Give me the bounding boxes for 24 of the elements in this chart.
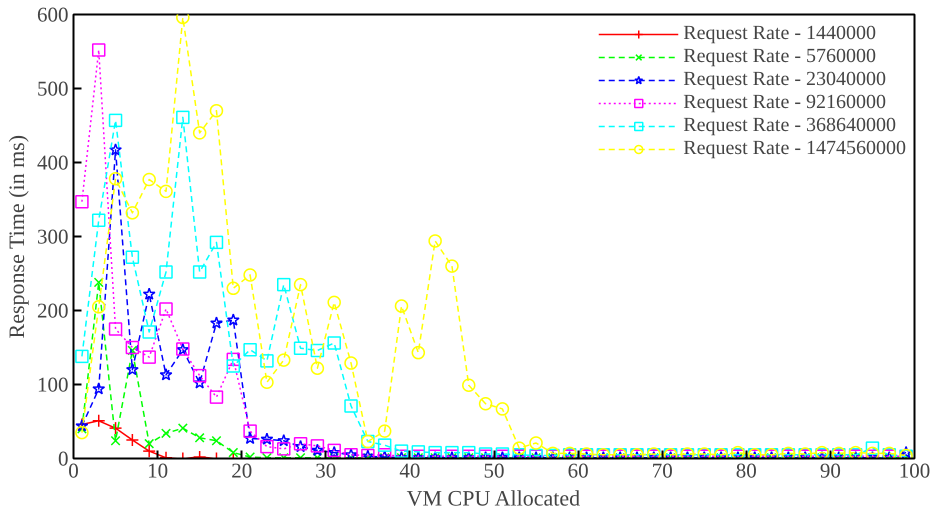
- x-tick-label: 10: [147, 458, 168, 482]
- y-axis-title: Response Time (in ms): [4, 134, 29, 338]
- y-tick-label: 300: [37, 224, 68, 248]
- x-tick-label: 100: [898, 458, 930, 482]
- legend-label: Request Rate - 92160000: [683, 91, 886, 114]
- x-tick-label: 80: [736, 458, 757, 482]
- y-tick-label: 400: [37, 150, 68, 174]
- legend-label: Request Rate - 1474560000: [683, 137, 906, 160]
- y-tick-label: 500: [37, 76, 68, 100]
- x-tick-label: 50: [484, 458, 504, 482]
- x-tick-label: 40: [399, 458, 420, 482]
- x-tick-label: 20: [231, 458, 252, 482]
- y-tick-label: 200: [37, 298, 68, 322]
- x-tick-label: 30: [315, 458, 336, 482]
- y-tick-label: 600: [37, 2, 68, 26]
- legend-label: Request Rate - 368640000: [683, 114, 896, 137]
- x-tick-label: 90: [820, 458, 841, 482]
- legend-label: Request Rate - 1440000: [683, 22, 876, 45]
- x-tick-label: 60: [568, 458, 589, 482]
- y-tick-label: 100: [37, 372, 68, 396]
- legend-label: Request Rate - 23040000: [683, 68, 886, 91]
- x-tick-label: 70: [652, 458, 673, 482]
- x-axis-title: VM CPU Allocated: [406, 486, 580, 510]
- legend-label: Request Rate - 5760000: [683, 45, 876, 68]
